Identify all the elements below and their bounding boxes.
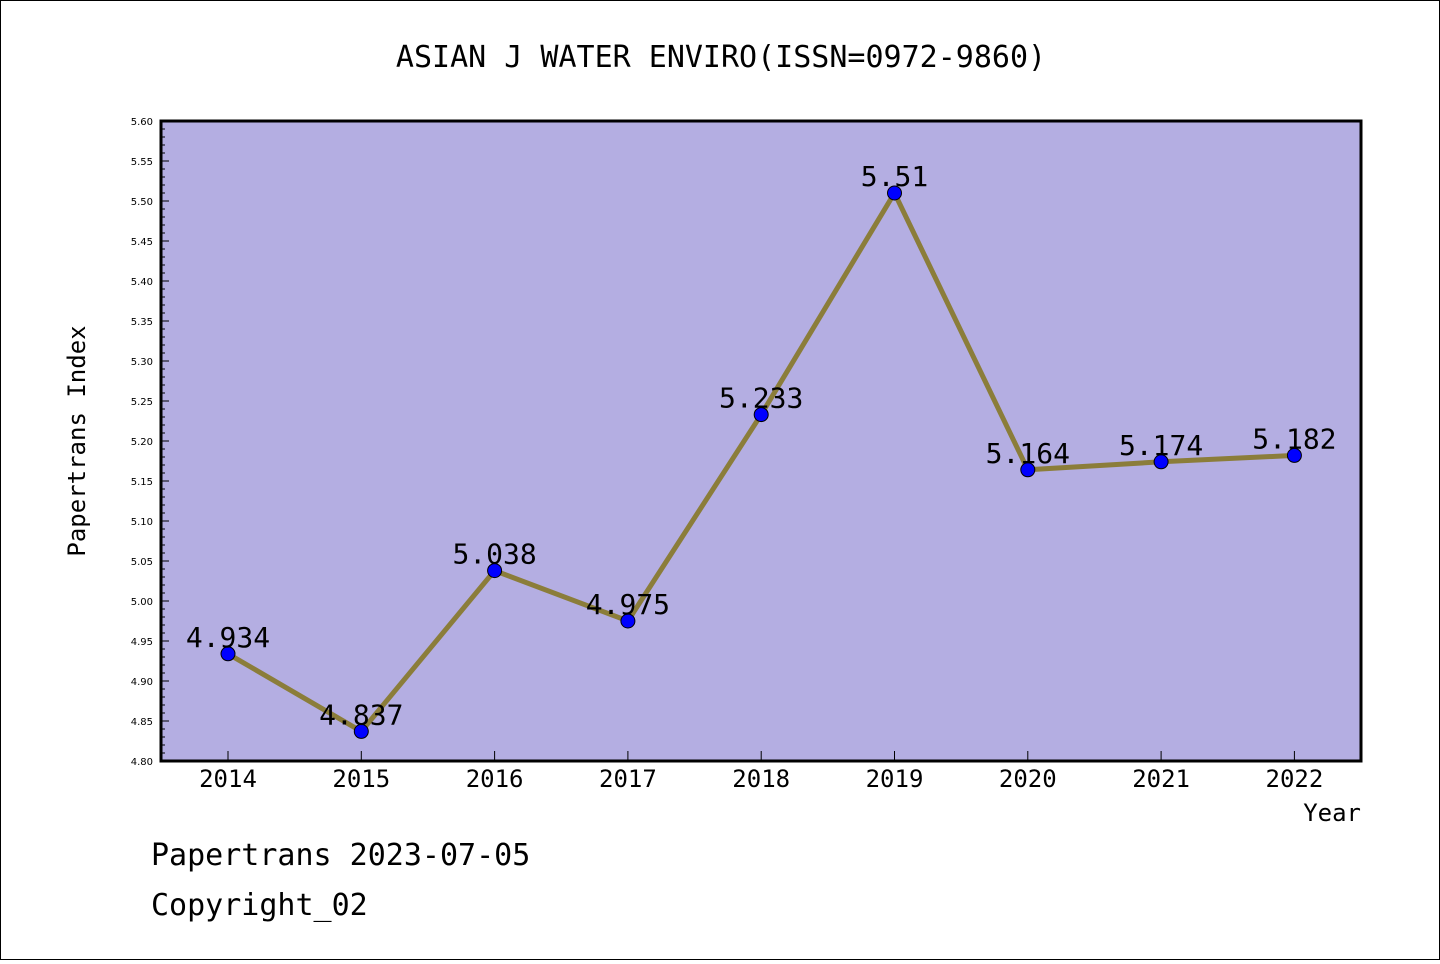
data-label: 4.975 bbox=[586, 588, 670, 621]
y-tick-label: 4.95 bbox=[131, 637, 153, 648]
y-tick-label: 5.05 bbox=[131, 557, 153, 568]
data-label: 5.174 bbox=[1119, 429, 1203, 462]
y-tick-label: 5.20 bbox=[131, 437, 153, 448]
y-tick-label: 5.35 bbox=[131, 317, 153, 328]
series-group: 4.934 4.837 5.038 4.975 5.233 5.51 5.164 5.174 5… bbox=[186, 160, 1337, 739]
chart-title: ASIAN J WATER ENVIRO(ISSN=0972-9860) bbox=[396, 40, 1046, 75]
x-tick-label: 2022 bbox=[1266, 765, 1324, 793]
data-point bbox=[887, 185, 902, 201]
y-tick-label: 4.80 bbox=[131, 757, 153, 768]
y-axis-ticks: 4.80 4.85 4.90 4.95 5.00 5.05 5.10 5.15 5.20 5.25… bbox=[131, 117, 169, 768]
data-point bbox=[1020, 462, 1036, 478]
data-label: 5.038 bbox=[452, 538, 536, 571]
y-tick-label: 5.30 bbox=[131, 357, 153, 368]
data-point bbox=[1286, 447, 1302, 463]
data-label: 4.934 bbox=[186, 621, 270, 654]
data-label: 5.51 bbox=[861, 160, 928, 193]
data-point bbox=[620, 613, 636, 629]
y-tick-label: 5.45 bbox=[131, 237, 153, 248]
x-tick-label: 2017 bbox=[599, 765, 657, 793]
y-tick-label: 5.25 bbox=[131, 397, 153, 408]
data-point bbox=[1153, 454, 1169, 470]
footer-date: Papertrans 2023-07-05 bbox=[151, 838, 530, 873]
y-tick-label: 5.60 bbox=[131, 117, 153, 128]
y-tick-label: 4.90 bbox=[131, 677, 153, 688]
x-tick-label: 2019 bbox=[866, 765, 924, 793]
data-label: 5.164 bbox=[986, 437, 1070, 470]
x-axis-label: Year bbox=[1303, 799, 1361, 827]
y-tick-label: 5.50 bbox=[131, 197, 153, 208]
data-point bbox=[353, 723, 369, 739]
x-tick-label: 2014 bbox=[199, 765, 257, 793]
y-tick-label: 5.55 bbox=[131, 157, 153, 168]
data-label: 5.233 bbox=[719, 382, 803, 415]
data-point bbox=[487, 563, 503, 579]
data-label: 5.182 bbox=[1252, 422, 1336, 455]
x-tick-label: 2016 bbox=[466, 765, 524, 793]
data-point bbox=[220, 646, 236, 662]
footer-copyright: Copyright_02 bbox=[151, 888, 368, 923]
x-axis-ticks: 2014 2015 2016 2017 2018 2019 2020 2021 2022 bbox=[199, 751, 1323, 793]
y-axis-label: Papertrans Index bbox=[63, 325, 91, 556]
y-tick-label: 5.00 bbox=[131, 597, 153, 608]
data-point bbox=[753, 407, 769, 423]
x-tick-label: 2020 bbox=[999, 765, 1057, 793]
x-tick-label: 2021 bbox=[1132, 765, 1190, 793]
x-tick-label: 2018 bbox=[732, 765, 790, 793]
y-tick-label: 5.10 bbox=[131, 517, 153, 528]
y-tick-label: 5.15 bbox=[131, 477, 153, 488]
data-label: 4.837 bbox=[319, 698, 403, 731]
plot-area bbox=[161, 121, 1361, 761]
y-tick-label: 4.85 bbox=[131, 717, 153, 728]
plot-border bbox=[159, 119, 1363, 763]
y-tick-label: 5.40 bbox=[131, 277, 153, 288]
x-tick-label: 2015 bbox=[332, 765, 390, 793]
